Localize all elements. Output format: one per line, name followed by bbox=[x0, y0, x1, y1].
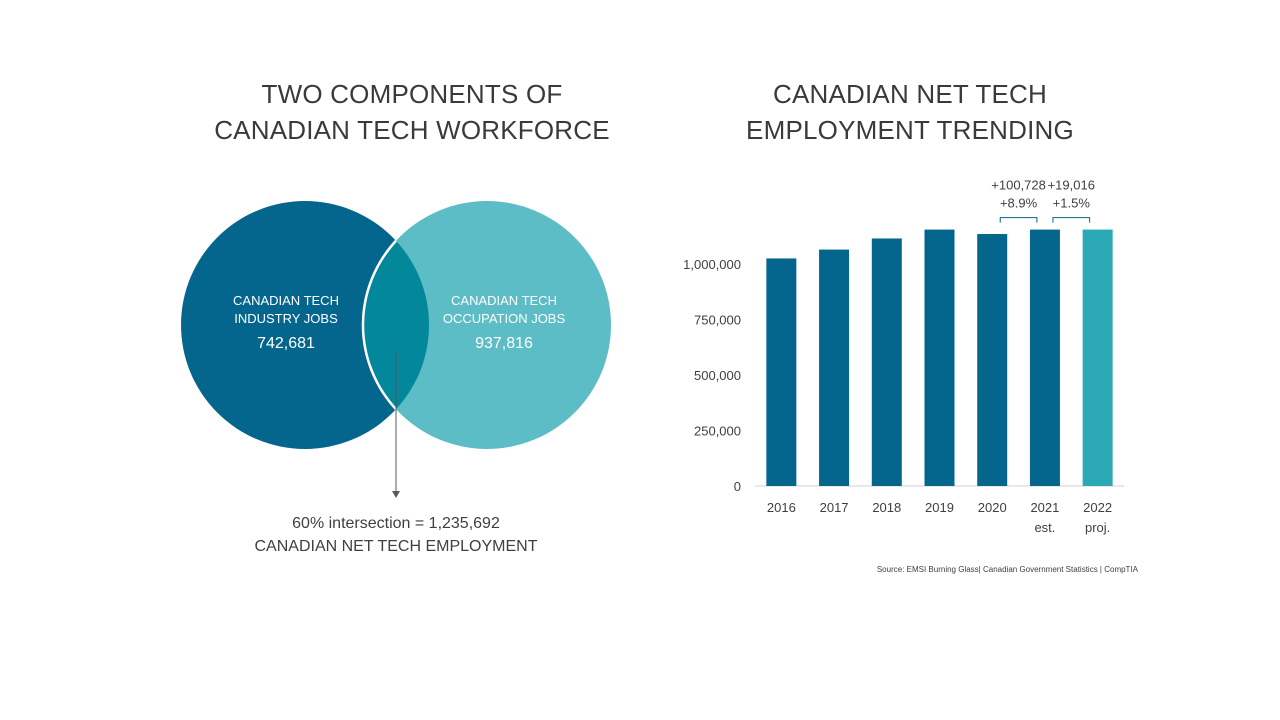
annotation-percent: +1.5% bbox=[1053, 196, 1091, 211]
bar-2022 bbox=[1082, 229, 1113, 486]
x-tick-label: 2019 bbox=[925, 500, 954, 515]
intersection-caption: 60% intersection = 1,235,692 CANADIAN NE… bbox=[196, 512, 596, 558]
x-tick-sublabel: proj. bbox=[1085, 520, 1110, 535]
bar-2016 bbox=[766, 258, 797, 486]
annotation-bracket bbox=[999, 217, 1038, 223]
bar-2020 bbox=[977, 234, 1008, 486]
bar-2021 bbox=[1029, 229, 1060, 486]
employment-bar-chart: 0 250,000 500,000 750,000 1,000,000 2016 2017 2… bbox=[683, 178, 1124, 535]
annotation-bracket bbox=[1052, 217, 1091, 223]
industry-label-line2: INDUSTRY JOBS bbox=[234, 311, 338, 326]
y-tick-label: 250,000 bbox=[694, 424, 741, 439]
industry-value: 742,681 bbox=[257, 335, 315, 352]
x-tick-label: 2021 bbox=[1030, 500, 1059, 515]
chart-title-line1: CANADIAN NET TECH bbox=[772, 79, 1048, 109]
y-tick-label: 1,000,000 bbox=[683, 257, 741, 272]
venn-title-line2: CANADIAN TECH WORKFORCE bbox=[214, 115, 610, 145]
chart-title: CANADIAN NET TECH EMPLOYMENT TRENDING bbox=[670, 76, 1150, 148]
intersection-caption-line1: 60% intersection = 1,235,692 bbox=[292, 515, 500, 532]
venn-title: TWO COMPONENTS OF CANADIAN TECH WORKFORC… bbox=[172, 76, 652, 148]
annotation-change: +19,016 bbox=[1048, 178, 1095, 193]
bar-2017 bbox=[819, 249, 850, 486]
intersection-pointer-arrowhead bbox=[392, 491, 400, 498]
chart-title-line2: EMPLOYMENT TRENDING bbox=[746, 115, 1074, 145]
venn-diagram: CANADIAN TECH INDUSTRY JOBS 742,681 CANA… bbox=[181, 201, 611, 498]
occupation-label-line2: OCCUPATION JOBS bbox=[443, 311, 566, 326]
y-tick-label: 750,000 bbox=[694, 313, 741, 328]
x-tick-label: 2016 bbox=[767, 500, 796, 515]
x-tick-label: 2020 bbox=[978, 500, 1007, 515]
y-tick-label: 500,000 bbox=[694, 368, 741, 383]
intersection-caption-line2: CANADIAN NET TECH EMPLOYMENT bbox=[254, 538, 538, 555]
x-tick-sublabel: est. bbox=[1034, 520, 1055, 535]
industry-label-line1: CANADIAN TECH bbox=[233, 293, 339, 308]
right-circle-outline bbox=[361, 201, 429, 449]
industry-jobs-circle bbox=[181, 201, 429, 449]
y-tick-label: 0 bbox=[734, 479, 741, 494]
annotation-change: +100,728 bbox=[991, 178, 1046, 193]
venn-title-line1: TWO COMPONENTS OF bbox=[261, 79, 563, 109]
bar-2019 bbox=[924, 229, 955, 486]
occupation-label-line1: CANADIAN TECH bbox=[451, 293, 557, 308]
occupation-value: 937,816 bbox=[475, 335, 533, 352]
x-tick-label: 2022 bbox=[1083, 500, 1112, 515]
occupation-jobs-circle bbox=[363, 201, 611, 449]
source-note: Source: EMSI Burning Glass| Canadian Gov… bbox=[876, 565, 1138, 574]
annotation-percent: +8.9% bbox=[1000, 196, 1038, 211]
bar-2018 bbox=[871, 238, 902, 486]
x-tick-label: 2018 bbox=[872, 500, 901, 515]
x-tick-label: 2017 bbox=[820, 500, 849, 515]
